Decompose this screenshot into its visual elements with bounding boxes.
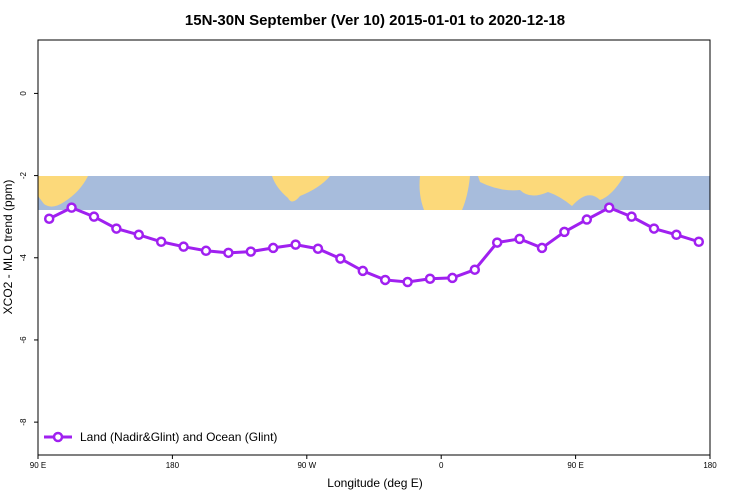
data-point: [603, 202, 615, 213]
data-point: [626, 211, 637, 222]
x-tick-label: 180: [166, 461, 180, 470]
x-tick-label: 90 E: [30, 461, 46, 470]
x-tick-label: 0: [439, 461, 444, 470]
data-point: [43, 213, 55, 224]
data-point: [424, 273, 436, 284]
x-tick-label: 90 E: [567, 461, 583, 470]
data-point: [200, 245, 212, 257]
data-point: [536, 242, 548, 254]
data-point: [402, 276, 413, 288]
y-tick-label: -4: [19, 254, 28, 262]
legend-marker: [52, 431, 64, 443]
land: [419, 176, 470, 210]
map-band: [38, 176, 710, 210]
data-point: [178, 241, 189, 252]
data-point: [581, 214, 593, 225]
data-point: [693, 236, 705, 247]
x-tick-label: 90 W: [297, 461, 316, 470]
data-point: [648, 223, 660, 234]
data-point: [379, 274, 391, 286]
x-tick-label: 180: [703, 461, 717, 470]
y-axis-label: XCO2 - MLO trend (ppm): [1, 180, 15, 315]
data-point: [312, 243, 324, 254]
plot-frame: [37, 39, 711, 456]
land: [478, 176, 624, 206]
data-point: [223, 247, 234, 259]
y-tick-label: -2: [19, 171, 28, 179]
data-point: [267, 242, 279, 254]
data-point: [514, 233, 525, 245]
legend-label: Land (Nadir&Glint) and Ocean (Glint): [80, 430, 277, 444]
y-tick-label: -8: [19, 418, 28, 426]
data-point: [559, 226, 570, 238]
y-tick-label: 0: [19, 91, 28, 96]
data-point: [245, 246, 257, 257]
data-point: [335, 253, 346, 264]
data-point: [491, 237, 503, 248]
data-point: [447, 272, 458, 284]
data-point: [155, 236, 167, 247]
data-point: [357, 265, 369, 277]
land: [38, 176, 88, 207]
data-point: [66, 202, 77, 213]
data-point: [133, 229, 145, 241]
data-point: [111, 223, 122, 234]
y-tick-label: -6: [19, 336, 28, 344]
land: [272, 176, 330, 202]
data-point: [290, 239, 301, 250]
data-point: [469, 264, 481, 275]
data-point: [88, 211, 100, 222]
chart-title: 15N-30N September (Ver 10) 2015-01-01 to…: [185, 12, 565, 29]
data-point: [671, 229, 682, 241]
x-axis-label: Longitude (deg E): [327, 476, 422, 490]
